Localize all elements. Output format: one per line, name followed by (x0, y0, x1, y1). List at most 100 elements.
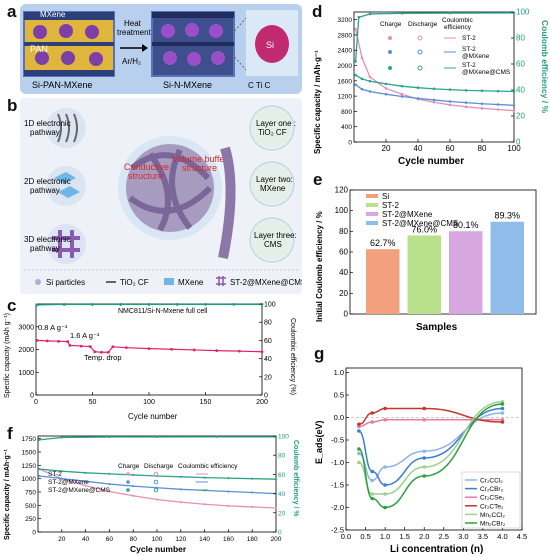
f-plot-series-2-point-7 (203, 476, 206, 479)
zoom-line-bottom (231, 53, 247, 71)
f-y2ticks-label-5: 100 (278, 434, 289, 441)
e-legend-st2: ST-2 (382, 201, 399, 210)
c-plot-series-0-point-16 (238, 349, 241, 353)
e-bar-0 (366, 249, 400, 314)
d-plot-series-2-point-11 (512, 90, 516, 93)
g-xticks-label-5: 2.5 (439, 532, 449, 541)
g-series-3-point-2 (383, 406, 387, 411)
g-xticks-label-0: 0.0 (341, 532, 351, 541)
c-y2ticks-label-5: 100 (264, 302, 276, 309)
c-y2ticks-label-3: 60 (264, 338, 272, 345)
f-plot-series-2-point-10 (274, 478, 278, 481)
d-yticks-label-1: 400 (341, 124, 352, 131)
e-legend-cms-swatch (366, 221, 378, 225)
g-yticks-label-2: -1.5 (331, 481, 344, 490)
f-legend-ce: Coulombic efficiency (178, 463, 238, 470)
g-series-0-point-2 (383, 465, 387, 469)
g-series-5-point-3 (422, 474, 427, 478)
e-bar-value-2: 80.1% (453, 220, 479, 230)
f-plot-series-3-point-2 (108, 435, 111, 439)
f-y2ticks-label-3: 60 (278, 472, 286, 479)
e-legend-st2-swatch (366, 203, 378, 207)
f-xticks-label-1: 40 (82, 536, 90, 543)
d-plot-series-2-point-4 (400, 84, 404, 88)
g-legend-label-4: Mn₂CCl₂ (480, 512, 505, 519)
g-yticks-label-6: 0.5 (334, 391, 344, 400)
c-plot-series-1-point-3 (119, 303, 123, 306)
g-xticks-label-1: 0.5 (360, 532, 370, 541)
d-plot-series-1-point-6 (432, 98, 436, 102)
d-yticks-label-4: 1600 (338, 78, 353, 85)
c-plot-series-1-point-2 (91, 303, 94, 306)
g-series-0-point-1 (370, 478, 375, 483)
f-xticks-label-9: 200 (271, 536, 282, 543)
pathway-2d-label: 2D electronic pathway (24, 177, 71, 195)
f-plot-series-0-point-4 (132, 494, 135, 497)
f-plot-series-2-point-0 (38, 467, 41, 471)
zoom-line-top (231, 17, 247, 35)
g-series-2-point-1 (370, 420, 375, 424)
d-legend-st2: ST-2 (462, 35, 476, 42)
f-y2ticks-label-1: 20 (278, 510, 286, 517)
f-plot-series-2-point-4 (132, 473, 135, 477)
layer-two-circle (249, 161, 295, 207)
g-series-4-point-1 (370, 492, 375, 496)
conductive-structure-label: Conductive structure (124, 162, 169, 181)
f-plot-series-0-point-10 (274, 506, 278, 510)
d-plot-series-1-point-4 (400, 95, 404, 98)
d-legend-ce: Coulombic efficiency (442, 17, 473, 31)
c-plot-series-1-point-5 (175, 302, 179, 306)
f-yticks-label-0: 0 (32, 530, 36, 537)
d-xticks-label-4: 100 (507, 144, 521, 153)
chart-d-xlabel: Cycle number (398, 156, 464, 167)
g-series-1-line (358, 407, 503, 486)
c-xticks-label-4: 200 (256, 399, 268, 406)
chart-g-xlabel: Li concentration (n) (390, 544, 483, 555)
d-yticks-label-8: 3200 (338, 17, 353, 24)
f-plot-series-3-line (39, 436, 276, 441)
g-series-0-point-4 (500, 411, 505, 415)
chart-g-plot (346, 399, 522, 510)
f-yticks-label-4: 1000 (22, 476, 37, 483)
c-plot-series-0-point-4 (68, 344, 72, 347)
d-plot-series-3-point-4 (448, 11, 452, 15)
layer-one-circle (249, 105, 295, 151)
c-plot-series-0-point-11 (125, 346, 128, 350)
d-plot-series-2-point-3 (384, 82, 388, 86)
g-series-0-point-3 (422, 449, 427, 454)
f-legend-marker-mxene-discharge (153, 479, 159, 485)
chart-g-frame (345, 367, 523, 531)
f-plot-series-0-point-9 (251, 505, 254, 509)
f-xticks-label-2: 60 (106, 536, 114, 543)
d-legend-marker-cms-discharge (417, 65, 423, 71)
g-series-4-point-0 (357, 460, 361, 465)
d-plot-series-1-point-9 (480, 102, 484, 106)
f-plot-series-3-point-3 (155, 435, 159, 439)
e-bar-value-3: 89.3% (494, 211, 520, 221)
g-series-1-point-4 (500, 406, 505, 411)
heat-line-2: treatment (117, 28, 152, 37)
d-legend-marker-st2-charge (388, 36, 392, 40)
chart-e-ylabel: Initial Coulomb efficiency / % (315, 211, 324, 322)
f-yticks-label-2: 500 (25, 503, 36, 510)
g-legend-label-5: Mn₂CBr₂ (480, 521, 506, 528)
c-xticks-label-0: 0 (34, 399, 38, 406)
c-plot-series-0-point-12 (147, 347, 151, 350)
f-plot-series-1-point-9 (251, 491, 254, 494)
c-plot-series-0-point-3 (66, 340, 70, 343)
gas-label: Ar/H₂ (122, 57, 141, 66)
chart-c-plot (35, 302, 264, 354)
legend-si-particles: Si particles (46, 278, 85, 287)
heat-treatment-label: Heat treatment (117, 19, 152, 37)
d-plot-series-1-point-10 (496, 103, 500, 106)
f-plot-series-0-point-5 (155, 498, 159, 501)
f-plot-series-3-point-1 (60, 436, 63, 439)
f-yticks-label-1: 250 (25, 516, 36, 523)
c-yticks-label-2: 2000 (18, 347, 34, 354)
g-legend-label-1: Cr₂CBr₂ (480, 486, 504, 493)
c-xticks-label-3: 150 (200, 399, 212, 406)
d-plot-series-0-point-11 (512, 109, 516, 112)
c-plot-series-0-point-0 (35, 339, 39, 342)
chart-g: 0.0 0.5 1.0 1.5 2.0 2.5 3.0 3.5 4.0 4.5 -2.5 -2.0 -… (314, 367, 527, 555)
